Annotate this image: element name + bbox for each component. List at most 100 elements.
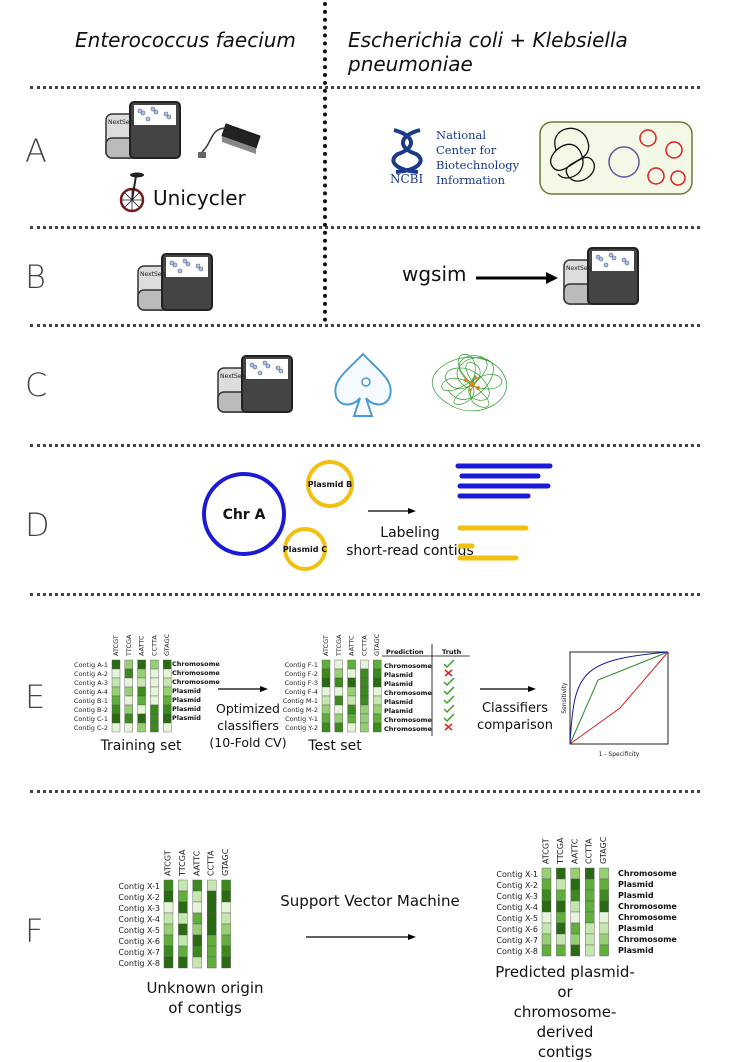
heatmap-cell <box>556 922 566 935</box>
heatmap-cell <box>556 944 566 957</box>
plasmid-c-label: Plasmid C <box>283 545 327 554</box>
heatmap-cell <box>192 890 203 903</box>
heatmap-cell <box>124 695 134 706</box>
training-set-caption: Training set <box>100 738 182 754</box>
kmer-label: GTAGC <box>599 836 608 864</box>
heatmap-cell <box>192 923 203 936</box>
sequencer-icon: NextSeq <box>563 247 639 305</box>
heatmap-cell <box>221 912 231 925</box>
check-icon <box>443 695 455 705</box>
heatmap-cell <box>570 944 580 957</box>
sequencer-label: NextSeq <box>566 265 591 272</box>
heatmap-cell <box>137 722 146 733</box>
heatmap-cell <box>221 945 231 958</box>
check-icon <box>443 659 455 669</box>
ncbi-name: National Center for Biotechnology Inform… <box>436 128 520 187</box>
contig-label: Contig X-6 <box>118 937 160 946</box>
heatmap-cell <box>373 713 382 724</box>
heatmap-cell <box>347 677 356 688</box>
prediction-header: Prediction <box>386 648 424 656</box>
heatmap-cell <box>206 879 217 892</box>
heatmap-cell <box>347 686 356 697</box>
roc-curve-green <box>569 651 669 745</box>
chromosome-label: Chr A <box>223 507 266 523</box>
heatmap-cell <box>321 704 331 715</box>
heatmap-cell <box>334 677 343 688</box>
heatmap-cell <box>541 911 552 924</box>
heatmap-cell <box>124 686 134 697</box>
heatmap-cell <box>163 901 174 914</box>
heatmap-cell <box>163 956 174 969</box>
heatmap-cell <box>162 686 172 697</box>
heatmap-cell <box>192 956 203 969</box>
kmer-label: GTAGC <box>373 633 381 656</box>
heatmap-cell <box>163 890 174 903</box>
ncbi-abbrev: NCBI <box>390 172 424 186</box>
heatmap-cell <box>221 934 231 947</box>
contig-label: Contig X-1 <box>118 882 160 891</box>
kmer-label: ATCGT <box>322 635 330 656</box>
heatmap-cell <box>541 922 552 935</box>
heatmap-cell <box>111 713 121 724</box>
cross-icon <box>444 669 453 677</box>
heatmap-cell <box>360 704 369 715</box>
kmer-label: CCTTA <box>207 850 216 876</box>
contig-label: Contig X-1 <box>496 870 538 879</box>
contig-label: Contig X-5 <box>118 926 160 935</box>
sequencer-label: NextSeq <box>140 271 165 278</box>
separator <box>30 86 700 89</box>
heatmap-cell <box>556 889 566 902</box>
heatmap-cell <box>556 867 566 880</box>
heatmap-cell <box>556 933 566 946</box>
heatmap-cell <box>321 659 331 670</box>
heatmap-cell <box>137 713 146 724</box>
labeled-contigs <box>455 463 553 561</box>
prediction-label: Chromosome <box>384 662 432 670</box>
contig-label: Contig F-1 <box>285 661 318 669</box>
plasmid-b-label: Plasmid B <box>308 480 352 489</box>
heatmap-cell <box>321 668 331 679</box>
contig-label: Contig X-6 <box>496 925 538 934</box>
assembly-graph-icon <box>431 353 507 412</box>
heatmap-cell <box>556 900 566 913</box>
classifiers-comparison-caption: Classifiers comparison <box>477 701 553 733</box>
heatmap-cell <box>347 704 356 715</box>
heatmap-cell <box>541 933 552 946</box>
heatmap-cell <box>334 713 343 724</box>
heatmap-cell <box>178 923 188 936</box>
check-icon <box>443 677 455 687</box>
contig-label: Contig X-8 <box>496 947 538 956</box>
heatmap-cell <box>360 713 369 724</box>
heatmap-cell <box>570 867 580 880</box>
kmer-label: AATTC <box>348 635 356 656</box>
row-f-panel: Contig X-1 Contig X-2 Contig X-3 Contig X-4… <box>118 836 677 969</box>
heatmap-cell <box>599 933 609 946</box>
heatmap-cell <box>360 668 369 679</box>
check-icon <box>443 686 455 696</box>
contig-label: Contig Y-2 <box>285 724 318 732</box>
heatmap-cell <box>221 890 231 903</box>
heatmap-cell <box>150 713 159 724</box>
heatmap-cell <box>206 934 217 947</box>
sequencer-c: NextSeq <box>216 352 296 420</box>
heatmap-cell <box>162 695 172 706</box>
contig-label: Contig A-1 <box>74 661 108 669</box>
heatmap-cell <box>162 713 172 724</box>
heatmap-cell <box>163 945 174 958</box>
heatmap-cell <box>162 677 172 688</box>
heatmap-cell <box>192 912 203 925</box>
heatmap-cell <box>585 867 595 880</box>
sequencer-label: NextSeq <box>108 119 133 126</box>
contig-label: Contig A-2 <box>74 670 108 678</box>
predicted-label: Plasmid <box>618 880 654 889</box>
heatmap-cell <box>585 889 595 902</box>
roc-ylabel: Sensitivity <box>561 682 568 714</box>
contig-label: Contig X-8 <box>118 959 160 968</box>
heatmap-cell <box>585 911 595 924</box>
heatmap-cell <box>373 668 382 679</box>
predicted-label: Plasmid <box>618 891 654 900</box>
heatmap-cell <box>206 923 217 936</box>
heatmap-cell <box>599 889 609 902</box>
heatmap-cell <box>206 890 217 903</box>
